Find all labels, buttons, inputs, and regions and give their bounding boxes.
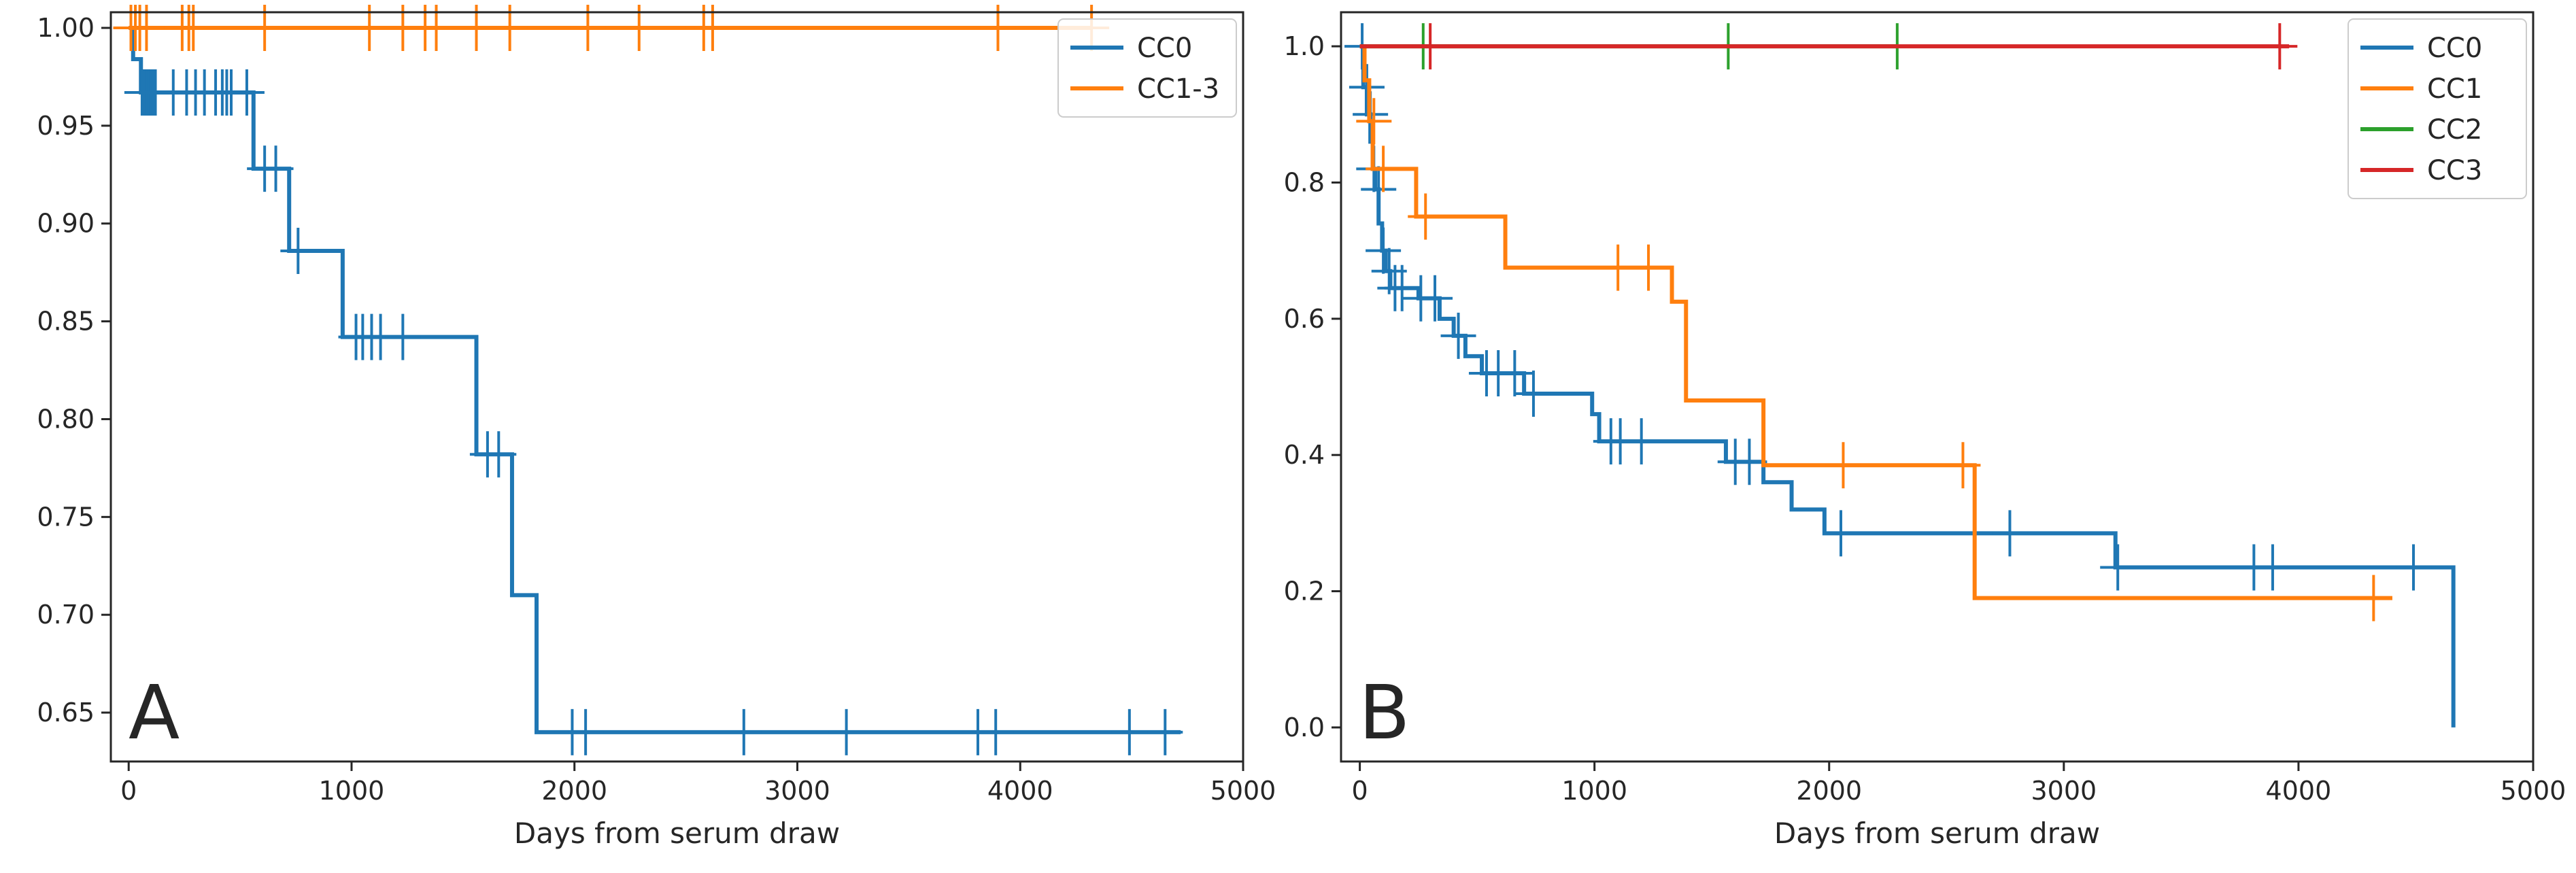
plot-frame — [109, 11, 1244, 763]
x-tick-label: 2000 — [1796, 776, 1862, 806]
y-tick-label: 1.00 — [37, 13, 95, 43]
chart-panel-b: 0 1000 2000 3000 4000 5000 0.0 0.2 0.4 0.6 0.8 1.0 D… — [1284, 11, 2566, 850]
x-tick-label: 5000 — [2501, 776, 2566, 806]
x-tick-label: 3000 — [764, 776, 830, 806]
legend-box — [2348, 18, 2527, 199]
y-tick-label: 0.75 — [37, 502, 95, 532]
series-cc0 — [1344, 23, 2456, 728]
y-tick-label: 0.2 — [1284, 577, 1325, 606]
legend: CC0 CC1-3 — [1057, 18, 1237, 118]
legend-entry: CC1-3 — [1137, 73, 1219, 105]
y-tick-label: 0.95 — [37, 111, 95, 141]
series-cc0 — [124, 26, 1183, 755]
legend-entry: CC1 — [2427, 73, 2482, 105]
series-line — [1359, 44, 2392, 600]
x-axis-label: Days from serum draw — [1774, 817, 2100, 850]
chart-panel-a: 0 1000 2000 3000 4000 5000 0.65 0.70 0.75 0.80 0.8… — [37, 5, 1276, 850]
x-tick-label: 0 — [120, 776, 137, 806]
x-tick-label: 1000 — [1561, 776, 1627, 806]
x-axis-label: Days from serum draw — [514, 817, 840, 850]
y-tick-label: 0.90 — [37, 209, 95, 239]
y-tick-label: 1.0 — [1284, 31, 1325, 61]
legend: CC0 CC1 CC2 CC3 — [2348, 18, 2527, 199]
y-tick-label: 0.80 — [37, 404, 95, 434]
x-tick-label: 3000 — [2031, 776, 2097, 806]
panel-letter: A — [129, 669, 180, 756]
legend-box — [1057, 18, 1237, 118]
y-tick-label: 0.8 — [1284, 167, 1325, 197]
x-tick-label: 1000 — [319, 776, 385, 806]
y-tick-label: 0.0 — [1284, 713, 1325, 742]
plot-frame — [1340, 11, 2535, 763]
series-cc3 — [1359, 23, 2298, 70]
y-tick-label: 0.4 — [1284, 440, 1325, 470]
y-tick-label: 0.70 — [37, 600, 95, 630]
legend-entry: CC2 — [2427, 114, 2482, 146]
x-tick-label: 2000 — [541, 776, 607, 806]
y-tick-label: 0.6 — [1284, 304, 1325, 334]
x-tick-label: 0 — [1352, 776, 1368, 806]
x-tick-label: 5000 — [1210, 776, 1276, 806]
x-tick-label: 4000 — [2266, 776, 2332, 806]
legend-entry: CC3 — [2427, 155, 2482, 186]
series-line — [1359, 44, 2456, 728]
series-cc1 — [1356, 44, 2392, 621]
legend-entry: CC0 — [2427, 33, 2482, 64]
series-line — [129, 26, 1181, 734]
legend-entry: CC0 — [1137, 33, 1192, 64]
panel-letter: B — [1359, 669, 1410, 756]
x-tick-label: 4000 — [987, 776, 1053, 806]
y-tick-label: 0.85 — [37, 307, 95, 337]
y-tick-label: 0.65 — [37, 698, 95, 728]
